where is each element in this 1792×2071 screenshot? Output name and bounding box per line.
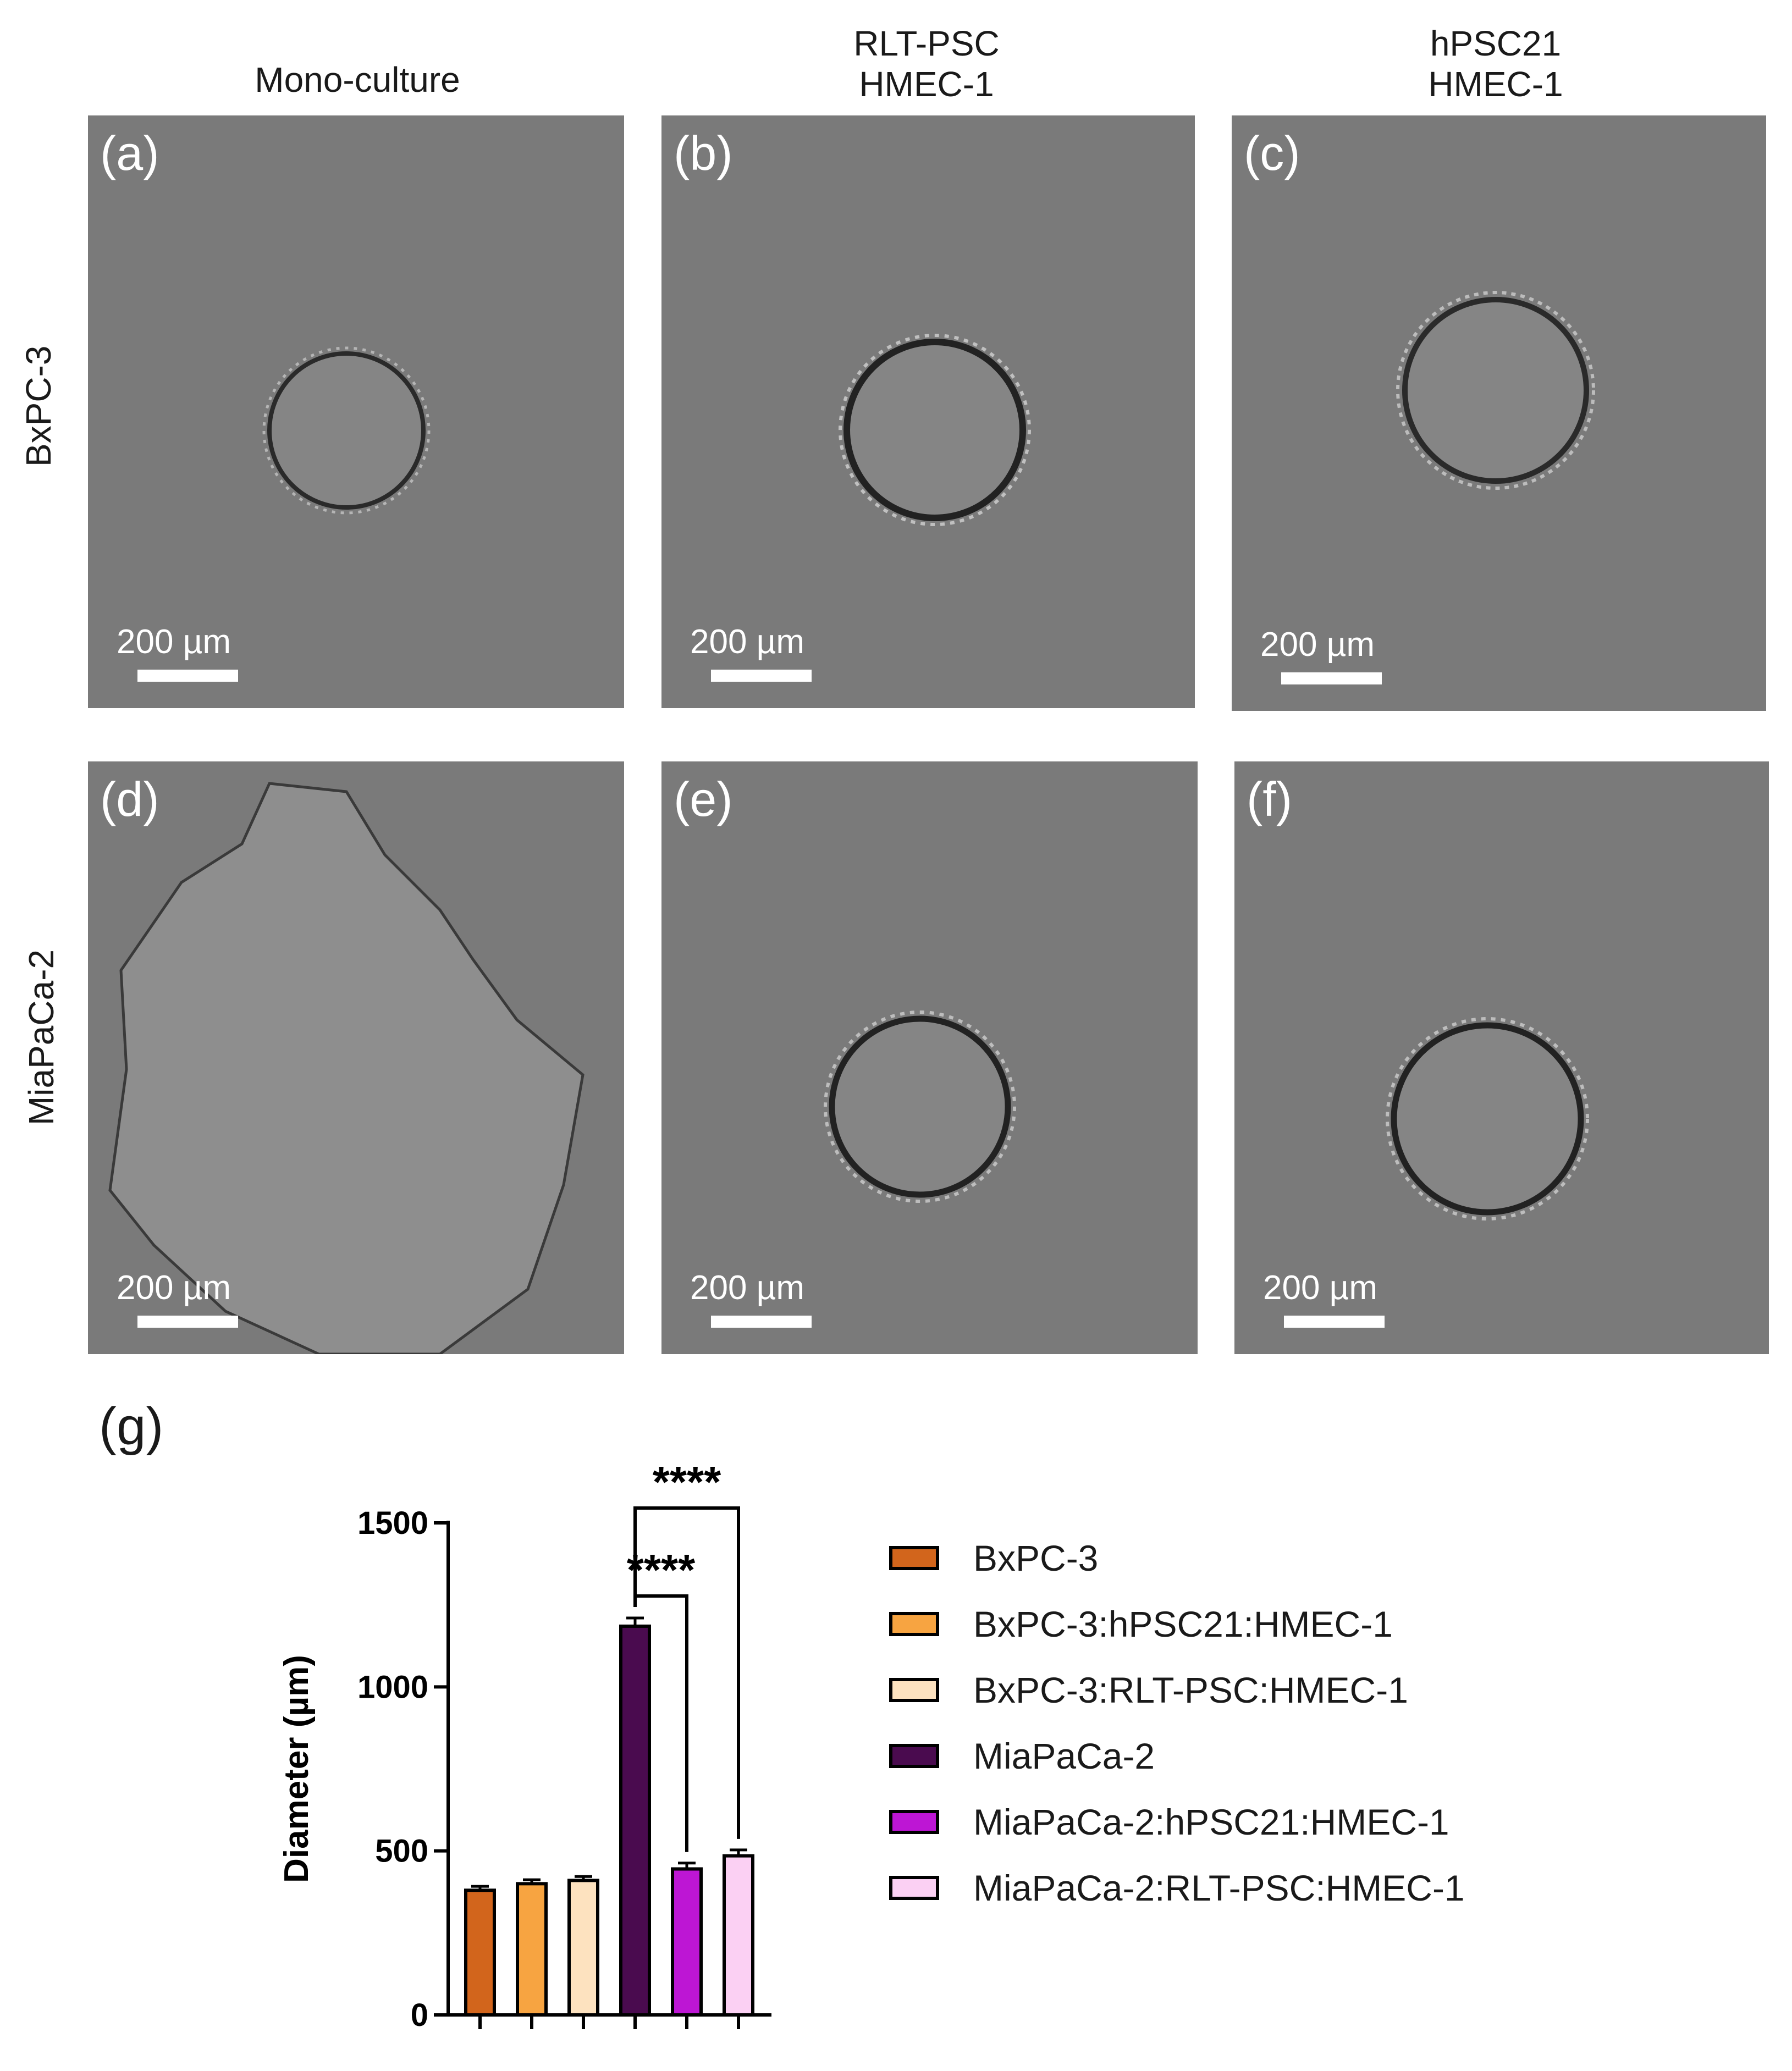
- scale-bar: [711, 1316, 812, 1328]
- bar: [671, 1867, 703, 2017]
- legend-swatch: [889, 1678, 939, 1702]
- bar: [723, 1854, 754, 2017]
- legend-swatch: [889, 1612, 939, 1636]
- column-header-rlt-psc: RLT-PSC HMEC-1: [734, 23, 1119, 104]
- y-axis-title: Diameter (µm): [278, 1655, 316, 1883]
- column-header-line: Mono-culture: [255, 60, 460, 100]
- micrograph-image: [1386, 1017, 1589, 1220]
- bar: [464, 1888, 496, 2017]
- micrograph-panel-d: (d) 200 µm: [88, 761, 624, 1354]
- legend-swatch: [889, 1546, 939, 1570]
- panel-label: (a): [100, 126, 159, 180]
- scale-bar: [1281, 672, 1382, 684]
- legend-label: BxPC-3:RLT-PSC:HMEC-1: [973, 1670, 1408, 1710]
- legend-swatch: [889, 1876, 939, 1900]
- scale-bar-label: 200 µm: [1263, 1269, 1378, 1307]
- micrograph-panel-a: (a) 200 µm: [88, 115, 624, 708]
- scale-bar-label: 200 µm: [690, 1269, 805, 1307]
- micrograph-image: [1396, 291, 1595, 490]
- column-header-hpsc21: hPSC21 HMEC-1: [1303, 23, 1688, 104]
- micrograph-image: [262, 346, 431, 515]
- panel-label: (f): [1247, 772, 1293, 826]
- column-header-line: hPSC21: [1430, 24, 1562, 63]
- bar: [567, 1879, 599, 2017]
- scale-bar: [1284, 1316, 1385, 1328]
- legend-swatch: [889, 1810, 939, 1834]
- column-header-line: HMEC-1: [1428, 64, 1563, 104]
- scale-bar: [137, 670, 238, 682]
- legend-label: BxPC-3:hPSC21:HMEC-1: [973, 1604, 1393, 1644]
- legend-swatch: [889, 1744, 939, 1768]
- scale-bar-label: 200 µm: [1260, 626, 1375, 664]
- legend-label: MiaPaCa-2:RLT-PSC:HMEC-1: [973, 1868, 1465, 1908]
- chart-panel-label: (g): [99, 1397, 164, 1456]
- bar: [516, 1882, 548, 2017]
- micrograph-image: [108, 782, 585, 1354]
- panel-label: (d): [100, 772, 159, 826]
- y-tick-label: 500: [375, 1833, 428, 1869]
- legend-label: MiaPaCa-2: [973, 1736, 1155, 1776]
- panel-label: (c): [1244, 126, 1300, 180]
- scale-bar-label: 200 µm: [117, 623, 231, 661]
- significance-label: ****: [627, 1545, 696, 1594]
- column-header-line: RLT-PSC: [853, 24, 1000, 63]
- panel-label: (b): [674, 126, 733, 180]
- micrograph-image: [824, 1010, 1016, 1203]
- significance-bracket: [633, 1506, 740, 1839]
- column-header-mono-culture: Mono-culture: [165, 59, 550, 100]
- panel-label: (e): [674, 772, 733, 826]
- scale-bar: [137, 1316, 238, 1328]
- micrograph-panel-e: (e) 200 µm: [661, 761, 1198, 1354]
- legend-label: MiaPaCa-2:hPSC21:HMEC-1: [973, 1802, 1449, 1842]
- bar: [619, 1624, 651, 2017]
- significance-label: ****: [653, 1457, 721, 1506]
- scale-bar-label: 200 µm: [117, 1269, 231, 1307]
- y-tick-label: 0: [411, 1997, 428, 2033]
- column-header-line: HMEC-1: [859, 64, 994, 104]
- scale-bar-label: 200 µm: [690, 623, 805, 661]
- legend-label: BxPC-3: [973, 1538, 1098, 1578]
- micrograph-panel-f: (f) 200 µm: [1234, 761, 1769, 1354]
- micrograph-panel-b: (b) 200 µm: [661, 115, 1195, 708]
- y-tick-label: 1000: [357, 1669, 428, 1705]
- y-tick-label: 1500: [357, 1505, 428, 1541]
- micrograph-panel-c: (c) 200 µm: [1232, 115, 1766, 711]
- micrograph-image: [839, 334, 1031, 526]
- scale-bar: [711, 670, 812, 682]
